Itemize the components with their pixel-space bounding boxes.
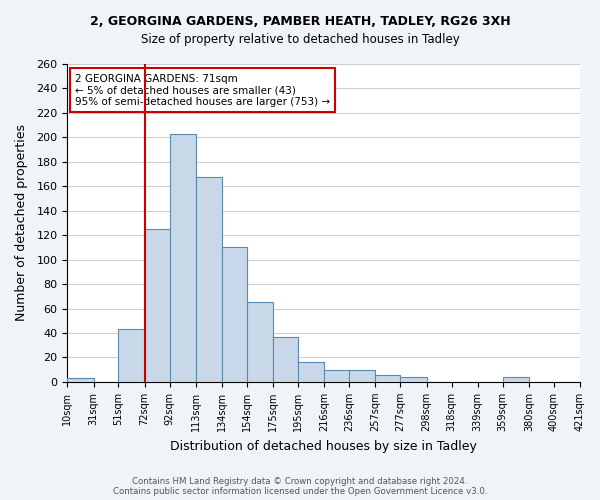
Bar [118, 330, 145, 382]
Bar [196, 176, 222, 382]
Bar [222, 248, 247, 382]
Text: Contains HM Land Registry data © Crown copyright and database right 2024.: Contains HM Land Registry data © Crown c… [132, 477, 468, 486]
X-axis label: Distribution of detached houses by size in Tadley: Distribution of detached houses by size … [170, 440, 477, 452]
Bar [145, 229, 170, 382]
Bar [67, 378, 94, 382]
Y-axis label: Number of detached properties: Number of detached properties [15, 124, 28, 322]
Text: Contains public sector information licensed under the Open Government Licence v3: Contains public sector information licen… [113, 487, 487, 496]
Bar [298, 362, 324, 382]
Bar [247, 302, 273, 382]
Bar [503, 377, 529, 382]
Bar [376, 374, 400, 382]
Bar [400, 377, 427, 382]
Text: Size of property relative to detached houses in Tadley: Size of property relative to detached ho… [140, 32, 460, 46]
Bar [273, 336, 298, 382]
Text: 2 GEORGINA GARDENS: 71sqm
← 5% of detached houses are smaller (43)
95% of semi-d: 2 GEORGINA GARDENS: 71sqm ← 5% of detach… [75, 74, 330, 106]
Bar [324, 370, 349, 382]
Text: 2, GEORGINA GARDENS, PAMBER HEATH, TADLEY, RG26 3XH: 2, GEORGINA GARDENS, PAMBER HEATH, TADLE… [89, 15, 511, 28]
Bar [170, 134, 196, 382]
Bar [349, 370, 376, 382]
